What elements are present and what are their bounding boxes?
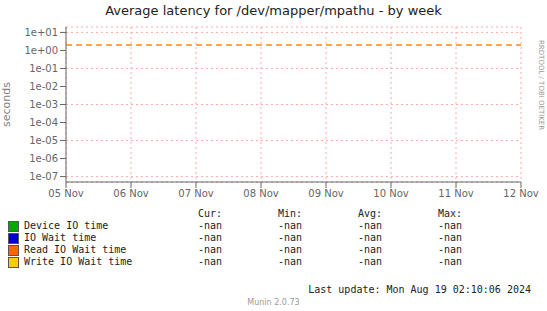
html-text:-nan: -nan bbox=[278, 232, 303, 243]
svg-text:09 Nov: 09 Nov bbox=[308, 188, 344, 199]
svg-text:07 Nov: 07 Nov bbox=[178, 188, 214, 199]
svg-text:1e-02: 1e-02 bbox=[29, 81, 58, 92]
svg-text:1e-03: 1e-03 bbox=[29, 99, 58, 110]
html-text:-nan: -nan bbox=[438, 220, 463, 231]
svg-text:11 Nov: 11 Nov bbox=[438, 188, 474, 199]
html-text:Write IO Wait time: Write IO Wait time bbox=[24, 256, 133, 267]
svg-text:12 Nov: 12 Nov bbox=[503, 188, 539, 199]
svg-text:seconds: seconds bbox=[8, 82, 13, 127]
html-text:Munin 2.0.73: Munin 2.0.73 bbox=[247, 298, 300, 307]
html-text:-nan: -nan bbox=[198, 244, 223, 255]
html-text:Avg:: Avg: bbox=[358, 208, 383, 219]
html-text:IO Wait time: IO Wait time bbox=[24, 232, 97, 243]
svg-text:1e-04: 1e-04 bbox=[29, 117, 58, 128]
svg-text:10 Nov: 10 Nov bbox=[373, 188, 409, 199]
html-text:Device IO time: Device IO time bbox=[24, 220, 109, 231]
html-text:-nan: -nan bbox=[438, 256, 463, 267]
html-text:RRDTOOL / TOBI OETIKER: RRDTOOL / TOBI OETIKER bbox=[537, 40, 545, 131]
html-text:Average latency for /dev/mappe: Average latency for /dev/mapper/mpathu -… bbox=[105, 3, 442, 18]
html-text:-nan: -nan bbox=[278, 244, 303, 255]
html-text:-nan: -nan bbox=[198, 256, 223, 267]
svg-text:1e-06: 1e-06 bbox=[29, 153, 58, 164]
html-text:-nan: -nan bbox=[198, 232, 223, 243]
svg-text:1e-01: 1e-01 bbox=[29, 63, 58, 74]
html-text:-nan: -nan bbox=[438, 232, 463, 243]
html-text:-nan: -nan bbox=[358, 232, 383, 243]
html-text:Cur:: Cur: bbox=[198, 208, 223, 219]
html-text:-nan: -nan bbox=[278, 220, 303, 231]
svg-text:08 Nov: 08 Nov bbox=[243, 188, 279, 199]
html-text:Last update: Mon Aug 19 02:10:: Last update: Mon Aug 19 02:10:06 2024 bbox=[308, 284, 531, 295]
html-text:-nan: -nan bbox=[358, 244, 383, 255]
html-text:-nan: -nan bbox=[438, 244, 463, 255]
html-text:Max:: Max: bbox=[438, 208, 463, 219]
html-text:-nan: -nan bbox=[278, 256, 303, 267]
svg-text:1e-07: 1e-07 bbox=[29, 171, 58, 182]
html-text:Read IO Wait time: Read IO Wait time bbox=[24, 244, 127, 255]
svg-text:1e+01: 1e+01 bbox=[24, 27, 58, 38]
svg-text:06 Nov: 06 Nov bbox=[113, 188, 149, 199]
html-text:Min:: Min: bbox=[278, 208, 303, 219]
html-text:-nan: -nan bbox=[358, 256, 383, 267]
svg-text:1e+00: 1e+00 bbox=[24, 45, 58, 56]
html-text:-nan: -nan bbox=[358, 220, 383, 231]
html-text:-nan: -nan bbox=[198, 220, 223, 231]
svg-text:05 Nov: 05 Nov bbox=[48, 188, 84, 199]
svg-text:1e-05: 1e-05 bbox=[29, 135, 58, 146]
